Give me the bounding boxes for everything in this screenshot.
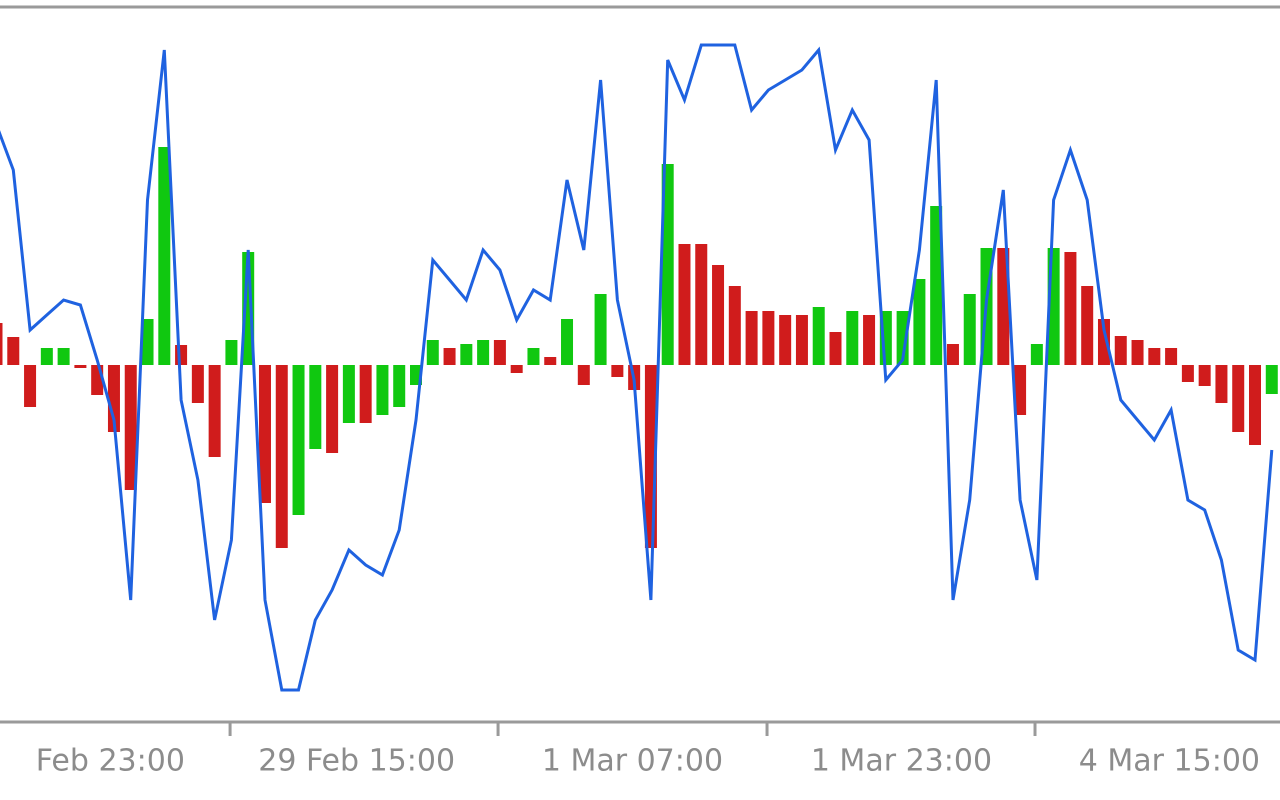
bar (191, 365, 204, 403)
bar (74, 365, 87, 368)
bar (376, 365, 389, 415)
bar (1215, 365, 1228, 403)
bar (292, 365, 305, 515)
bar (779, 315, 792, 365)
bar (359, 365, 372, 423)
bar (678, 244, 691, 365)
bar (107, 365, 120, 432)
bar (1265, 365, 1278, 394)
bar (1148, 348, 1161, 365)
bar (544, 357, 557, 365)
bar (1198, 365, 1211, 386)
x-tick-label: 1 Mar 23:00 (811, 744, 992, 779)
bar (728, 286, 741, 365)
bar (443, 348, 456, 365)
bar (812, 307, 825, 365)
x-tick-label: 29 Feb 15:00 (258, 744, 455, 779)
bar (40, 348, 53, 365)
bar (661, 164, 674, 365)
bar (997, 248, 1010, 365)
bar (1165, 348, 1178, 365)
bar (326, 365, 339, 453)
bar (594, 294, 607, 365)
bar (527, 348, 540, 365)
bar (1014, 365, 1027, 415)
bar (577, 365, 590, 385)
bar (695, 244, 708, 365)
bar (863, 315, 876, 365)
bar (393, 365, 406, 407)
bar (57, 348, 70, 365)
bar (426, 340, 439, 365)
bar (896, 311, 909, 365)
bar (124, 365, 137, 490)
bar (829, 332, 842, 365)
bar (846, 311, 859, 365)
bar (762, 311, 775, 365)
bar (963, 294, 976, 365)
bar (493, 340, 506, 365)
bar (1249, 365, 1261, 445)
bar (510, 365, 523, 373)
x-tick-label: 1 Mar 07:00 (542, 744, 723, 779)
bar (175, 345, 188, 365)
bar (275, 365, 288, 548)
bar (712, 265, 725, 365)
bar (24, 365, 37, 407)
bar (309, 365, 322, 449)
bar (795, 315, 808, 365)
bar (1081, 286, 1094, 365)
bar (561, 319, 574, 365)
bar (1181, 365, 1194, 382)
bar (158, 147, 171, 365)
bar (913, 279, 926, 365)
bar (946, 344, 959, 365)
bar (342, 365, 355, 423)
bar (477, 340, 490, 365)
bar (258, 365, 271, 503)
bar (208, 365, 221, 457)
bar (930, 206, 943, 365)
bar (7, 337, 20, 365)
x-tick-label: 4 Mar 15:00 (1079, 744, 1260, 779)
bar (460, 344, 473, 365)
bar (611, 365, 624, 377)
bar (1097, 319, 1110, 365)
bar (0, 323, 3, 365)
bar (225, 340, 238, 365)
x-tick-label: Feb 23:00 (36, 744, 185, 779)
bar (1232, 365, 1245, 432)
bar (1131, 340, 1144, 365)
bar (1064, 252, 1077, 365)
bar (141, 319, 154, 365)
bar (1114, 336, 1127, 365)
line (0, 43, 1274, 692)
bar (745, 311, 758, 365)
bar (1030, 344, 1043, 365)
